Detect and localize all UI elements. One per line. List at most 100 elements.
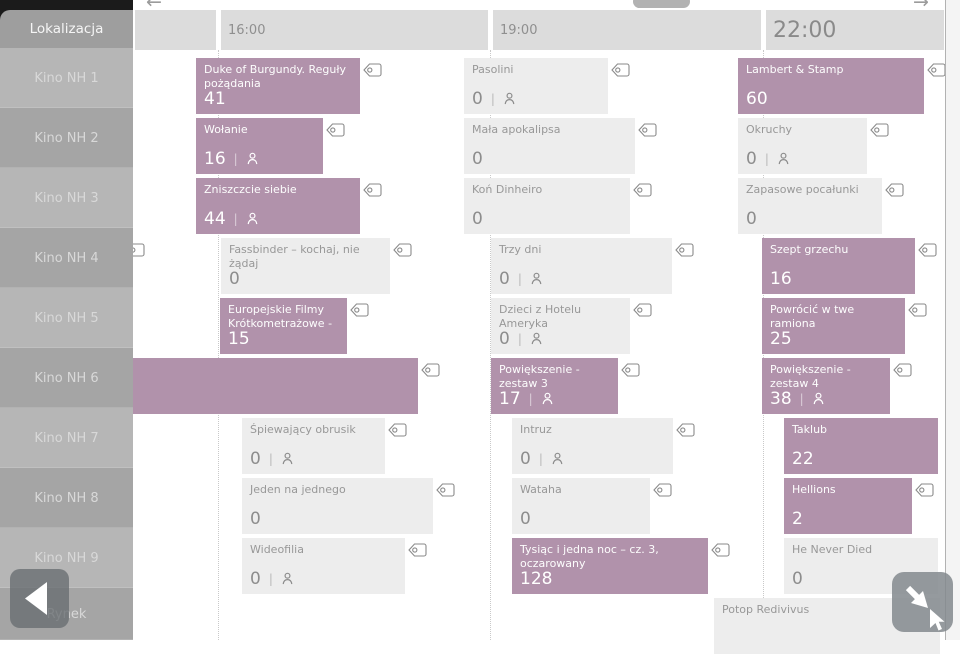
tag-icon[interactable] xyxy=(908,302,927,317)
event-block[interactable]: Duke of Burgundy. Reguły pożądania 41 xyxy=(196,58,360,114)
event-count: 128 xyxy=(520,569,552,589)
event-block[interactable]: Taklub 22 xyxy=(784,418,938,474)
sidebar-item-kino-nh-7[interactable]: Kino NH 7 xyxy=(0,408,133,468)
sidebar-item-kino-nh-8[interactable]: Kino NH 8 xyxy=(0,468,133,528)
tag-icon[interactable] xyxy=(436,482,455,497)
tag-icon[interactable] xyxy=(918,242,937,257)
count-separator: | xyxy=(490,92,495,106)
event-block[interactable]: Lambert & Stamp 60 xyxy=(738,58,924,114)
back-button[interactable] xyxy=(10,569,69,628)
event-title: Wołanie xyxy=(204,123,248,136)
tag-icon[interactable] xyxy=(408,542,427,557)
event-block[interactable]: Fassbinder – kochaj, nie żądaj 0 xyxy=(221,238,390,294)
tag-icon[interactable] xyxy=(633,302,652,317)
event-title: Tysiąc i jedna noc – cz. 3, oczarowany xyxy=(520,543,659,570)
header-time-cell: 22:00 xyxy=(766,10,944,50)
event-block[interactable]: Europejskie Filmy Krótkometrażowe -15 xyxy=(220,298,347,354)
tag-icon[interactable] xyxy=(915,482,934,497)
collapse-button[interactable] xyxy=(892,572,953,632)
event-block[interactable]: Zniszczcie siebie 44 | xyxy=(196,178,360,234)
header-time-cell: 19:00 xyxy=(493,10,761,50)
tag-icon[interactable] xyxy=(885,182,904,197)
tag-icon[interactable] xyxy=(350,302,369,317)
scroll-left-arrow-icon[interactable]: ← xyxy=(146,0,162,13)
tag-icon[interactable] xyxy=(676,422,695,437)
top-drag-handle[interactable] xyxy=(633,0,690,8)
tag-icon[interactable] xyxy=(870,122,889,137)
tag-icon[interactable] xyxy=(711,542,730,557)
event-block[interactable]: Powiększenie - zestaw 4 38 | xyxy=(762,358,890,414)
sidebar-item-kino-nh-6[interactable]: Kino NH 6 xyxy=(0,348,133,408)
event-block[interactable]: Powiększenie - zestaw 3 17 | xyxy=(491,358,618,414)
event-count: 44 | xyxy=(204,209,259,229)
vertical-scrollbar[interactable] xyxy=(945,0,960,640)
sidebar-item-label: Kino NH 5 xyxy=(34,310,99,326)
event-count-value: 0 xyxy=(499,329,510,349)
sidebar-item-kino-nh-3[interactable]: Kino NH 3 xyxy=(0,168,133,228)
event-block[interactable]: Mała apokalipsa 0 xyxy=(464,118,635,174)
event-block[interactable]: Intruz 0 | xyxy=(512,418,673,474)
event-block[interactable]: Zapasowe pocałunki 0 xyxy=(738,178,882,234)
event-block[interactable]: Jeden na jednego 0 xyxy=(242,478,433,534)
event-count: 0 | xyxy=(472,89,516,109)
tag-icon[interactable] xyxy=(638,122,657,137)
tag-icon[interactable] xyxy=(363,62,382,77)
event-block[interactable]: Wideofilia 0 | xyxy=(242,538,405,594)
time-gridline xyxy=(490,50,491,640)
tag-icon[interactable] xyxy=(621,362,640,377)
event-count-value: 0 xyxy=(472,209,483,229)
event-count: 0 xyxy=(229,269,240,289)
event-count-value: 17 xyxy=(499,389,521,409)
event-title: Powrócić w twe ramiona xyxy=(770,303,855,330)
tag-icon[interactable] xyxy=(388,422,407,437)
tag-icon[interactable] xyxy=(633,182,652,197)
tag-icon[interactable] xyxy=(927,62,946,77)
event-block[interactable]: Tysiąc i jedna noc – cz. 3, oczarowany 12… xyxy=(512,538,708,594)
location-header-cell: Lokalizacja xyxy=(0,10,133,48)
sidebar-item-kino-nh-1[interactable]: Kino NH 1 xyxy=(0,48,133,108)
tag-icon[interactable] xyxy=(653,482,672,497)
count-separator: | xyxy=(528,392,533,406)
event-block[interactable]: Szept grzechu 16 xyxy=(762,238,915,294)
event-block[interactable]: Trzy dni 0 | xyxy=(491,238,672,294)
event-count-value: 0 xyxy=(746,149,757,169)
sidebar-item-label: Kino NH 4 xyxy=(34,250,99,266)
event-count-value: 0 xyxy=(520,509,531,529)
tag-icon[interactable] xyxy=(393,242,412,257)
event-count: 0 xyxy=(792,569,803,589)
sidebar-item-label: Kino NH 8 xyxy=(34,490,99,506)
event-count: 22 xyxy=(792,449,814,469)
event-block[interactable]: Wataha 0 xyxy=(512,478,650,534)
sidebar-item-kino-nh-4[interactable]: Kino NH 4 xyxy=(0,228,133,288)
tag-icon[interactable] xyxy=(421,362,440,377)
event-title: Fassbinder – kochaj, nie żądaj xyxy=(229,243,360,270)
sidebar-item-kino-nh-5[interactable]: Kino NH 5 xyxy=(0,288,133,348)
tag-icon[interactable] xyxy=(893,362,912,377)
event-block[interactable]: Powrócić w twe ramiona 25 xyxy=(762,298,905,354)
tag-icon[interactable] xyxy=(363,182,382,197)
event-block[interactable] xyxy=(133,358,418,414)
event-title: Hellions xyxy=(792,483,836,496)
sidebar-item-kino-nh-2[interactable]: Kino NH 2 xyxy=(0,108,133,168)
count-separator: | xyxy=(233,212,238,226)
count-separator: | xyxy=(233,152,238,166)
event-block[interactable]: Wołanie 16 | xyxy=(196,118,323,174)
event-count: 41 xyxy=(204,89,226,109)
tag-icon[interactable] xyxy=(326,122,345,137)
event-block[interactable]: Pasolini 0 | xyxy=(464,58,608,114)
sidebar-item-label: Kino NH 2 xyxy=(34,130,99,146)
event-count-value: 0 xyxy=(499,269,510,289)
time-gridline xyxy=(218,50,219,640)
event-block[interactable]: Hellions 2 xyxy=(784,478,912,534)
event-block[interactable]: Dzieci z Hotelu Ameryka 0 | xyxy=(491,298,630,354)
event-title: He Never Died xyxy=(792,543,873,556)
event-block[interactable]: Koń Dinheiro 0 xyxy=(464,178,630,234)
event-block[interactable]: Śpiewający obrusik 0 | xyxy=(242,418,385,474)
event-count-value: 44 xyxy=(204,209,226,229)
tag-icon[interactable] xyxy=(611,62,630,77)
tag-icon[interactable] xyxy=(675,242,694,257)
person-icon xyxy=(246,210,259,230)
scroll-right-arrow-icon[interactable]: → xyxy=(913,0,929,13)
event-count: 0 | xyxy=(499,329,543,349)
event-block[interactable]: Okruchy 0 | xyxy=(738,118,867,174)
